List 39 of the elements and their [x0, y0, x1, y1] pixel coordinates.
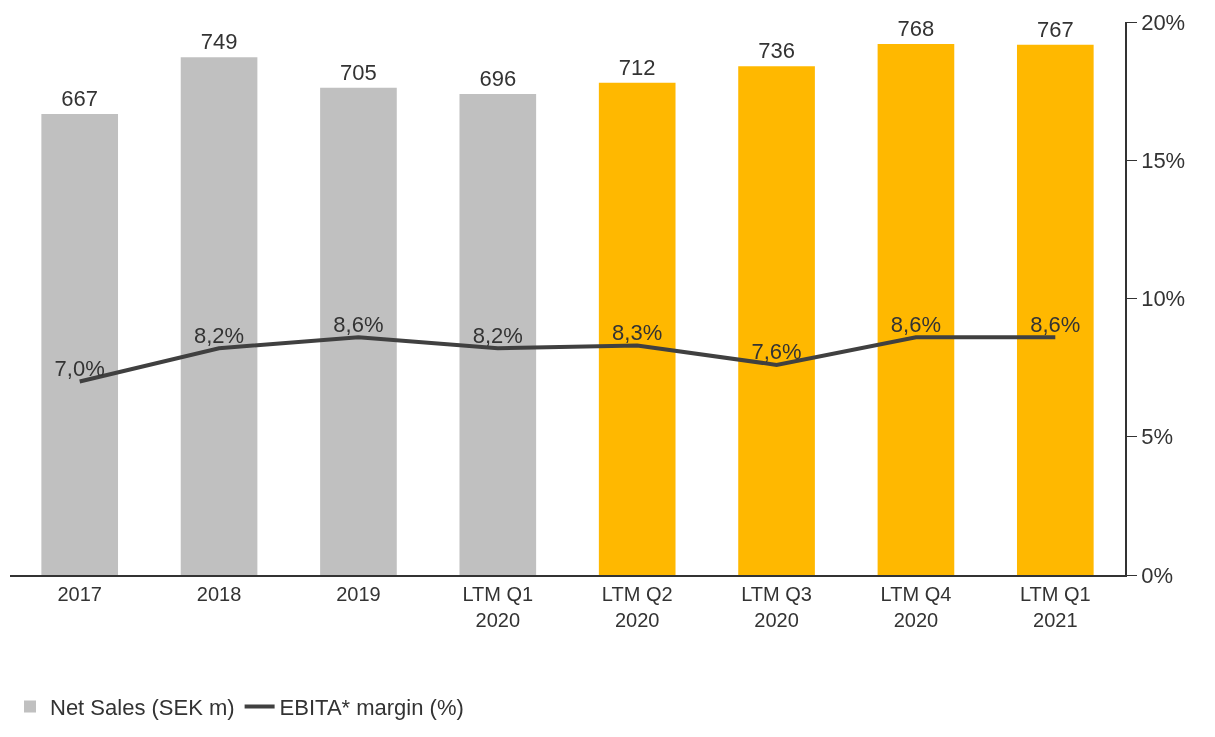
legend-label: EBITA* margin (%): [279, 694, 464, 720]
y2-tick-label: 15%: [1141, 147, 1186, 173]
data-label: 749: [200, 29, 238, 55]
bar: [459, 93, 537, 575]
x-tick-label: LTM Q3 2020: [741, 582, 812, 631]
y2-tick-label: 20%: [1141, 9, 1186, 35]
bar: [598, 82, 676, 575]
data-label: 8,2%: [472, 322, 523, 348]
bar: [41, 113, 119, 575]
data-label: 696: [479, 65, 517, 91]
bar: [738, 66, 815, 575]
data-label: 768: [897, 16, 935, 42]
data-label: 8,6%: [1030, 311, 1081, 337]
data-label: 7,6%: [751, 339, 802, 365]
x-tick-label: LTM Q1 2021: [1019, 582, 1091, 631]
y2-tick-label: 0%: [1141, 562, 1173, 588]
data-label: 767: [1036, 16, 1074, 42]
data-label: 667: [61, 85, 99, 111]
bar: [320, 87, 397, 575]
x-tick-label: 2019: [336, 582, 381, 605]
y2-tick-label: 5%: [1141, 424, 1173, 450]
x-tick-label: LTM Q1 2020: [462, 582, 534, 631]
data-label: 8,6%: [333, 311, 384, 337]
x-tick-label: 2018: [196, 582, 242, 605]
bar: [877, 44, 955, 575]
bar: [180, 57, 258, 575]
y2-tick-label: 10%: [1141, 286, 1186, 312]
data-label: 7,0%: [54, 355, 105, 381]
x-tick-label: LTM Q2 2020: [601, 582, 673, 631]
x-tick-label: LTM Q4 2020: [880, 582, 952, 631]
data-label: 8,2%: [193, 322, 245, 348]
data-label: 705: [340, 59, 377, 85]
x-tick-label: 2017: [57, 582, 102, 605]
data-label: 712: [618, 54, 656, 80]
legend-label: Net Sales (SEK m): [50, 694, 235, 720]
data-label: 8,3%: [612, 320, 663, 346]
data-label: 736: [758, 38, 795, 64]
bar: [1016, 44, 1094, 575]
data-label: 8,6%: [890, 311, 942, 337]
